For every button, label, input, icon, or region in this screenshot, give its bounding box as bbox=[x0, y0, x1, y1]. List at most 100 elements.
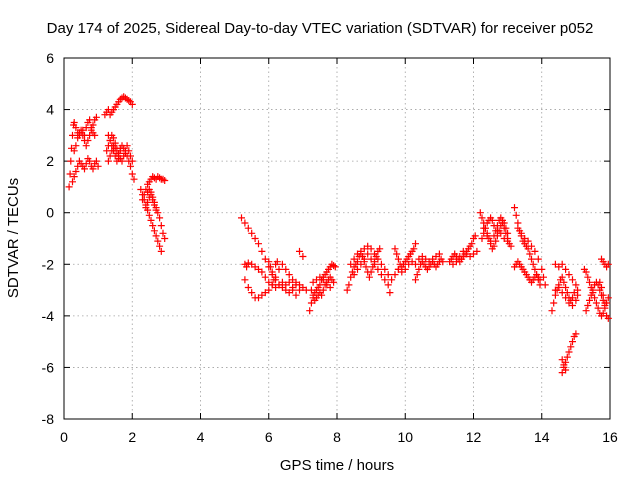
data-point bbox=[115, 152, 123, 160]
x-tick-label: 14 bbox=[534, 429, 550, 445]
data-point bbox=[362, 263, 370, 271]
data-point bbox=[270, 276, 278, 284]
data-point bbox=[562, 265, 570, 273]
data-point bbox=[128, 157, 136, 165]
data-point bbox=[156, 242, 164, 250]
y-tick-label: 2 bbox=[46, 153, 54, 169]
data-point bbox=[299, 253, 307, 260]
data-point bbox=[241, 276, 249, 284]
data-point bbox=[589, 286, 597, 294]
x-tick-label: 4 bbox=[197, 429, 205, 445]
data-point bbox=[145, 211, 153, 219]
x-tick-label: 6 bbox=[265, 429, 273, 445]
data-point bbox=[128, 170, 136, 178]
data-point bbox=[381, 276, 389, 284]
data-point bbox=[82, 142, 90, 150]
data-point bbox=[261, 273, 269, 281]
data-point bbox=[66, 170, 74, 178]
data-point bbox=[357, 260, 365, 268]
data-point bbox=[92, 157, 100, 165]
data-point bbox=[555, 284, 563, 291]
data-point bbox=[251, 235, 259, 242]
data-point bbox=[364, 250, 372, 258]
data-point bbox=[110, 147, 117, 155]
data-point bbox=[144, 198, 152, 206]
data-point bbox=[92, 113, 100, 121]
data-point bbox=[89, 165, 97, 173]
data-point bbox=[374, 265, 382, 273]
data-point bbox=[371, 260, 378, 268]
data-point bbox=[94, 162, 102, 170]
y-tick-labels: -8 -6 -4 -2 0 2 4 6 bbox=[42, 50, 55, 427]
data-point bbox=[267, 263, 274, 271]
data-point bbox=[560, 278, 568, 286]
data-point bbox=[74, 134, 82, 142]
data-point bbox=[69, 131, 76, 139]
data-point bbox=[108, 142, 116, 150]
data-point bbox=[562, 284, 570, 291]
data-point bbox=[594, 304, 602, 312]
data-point bbox=[152, 206, 160, 214]
data-point bbox=[480, 224, 488, 232]
data-point bbox=[487, 237, 495, 245]
y-tick-label: -6 bbox=[42, 359, 55, 375]
data-point bbox=[150, 227, 158, 235]
y-tick-label: 4 bbox=[46, 102, 54, 118]
data-point bbox=[244, 259, 252, 267]
x-tick-label: 12 bbox=[466, 429, 482, 445]
data-point bbox=[367, 268, 375, 276]
data-point bbox=[128, 100, 136, 108]
data-point bbox=[354, 265, 361, 273]
data-point bbox=[478, 235, 486, 242]
data-point bbox=[415, 265, 423, 273]
y-tick-label: 0 bbox=[46, 205, 54, 221]
data-point bbox=[574, 291, 582, 299]
data-point bbox=[528, 242, 535, 250]
data-point bbox=[558, 356, 566, 364]
data-point bbox=[471, 232, 479, 240]
data-point bbox=[89, 121, 97, 129]
data-point bbox=[161, 235, 169, 242]
data-point bbox=[292, 291, 300, 299]
data-point bbox=[371, 250, 378, 258]
data-point bbox=[572, 330, 580, 338]
data-point bbox=[439, 258, 447, 266]
data-point bbox=[558, 289, 566, 297]
data-point bbox=[393, 250, 401, 258]
data-point bbox=[565, 271, 573, 279]
data-point bbox=[87, 126, 95, 134]
data-point bbox=[147, 216, 155, 224]
data-point bbox=[258, 247, 266, 255]
data-point bbox=[512, 211, 520, 219]
data-point bbox=[127, 152, 134, 160]
y-tick-label: 6 bbox=[46, 50, 54, 66]
data-point bbox=[145, 186, 153, 193]
data-point bbox=[238, 214, 245, 222]
data-point bbox=[84, 137, 92, 144]
data-point bbox=[563, 353, 571, 361]
data-point bbox=[350, 271, 358, 279]
data-point bbox=[142, 204, 150, 212]
data-point bbox=[127, 162, 134, 170]
data-point bbox=[330, 262, 338, 270]
data-point bbox=[488, 216, 496, 224]
data-point bbox=[391, 245, 399, 253]
data-point bbox=[541, 281, 549, 289]
data-point bbox=[529, 260, 537, 268]
data-point bbox=[540, 273, 547, 281]
data-point bbox=[483, 232, 491, 240]
data-point bbox=[306, 307, 314, 315]
data-point bbox=[265, 286, 273, 294]
data-point bbox=[273, 258, 281, 266]
data-point bbox=[154, 237, 162, 245]
data-point bbox=[72, 142, 80, 150]
data-point bbox=[604, 314, 612, 322]
data-point bbox=[278, 260, 286, 268]
data-point bbox=[476, 209, 484, 217]
data-point bbox=[343, 286, 351, 294]
data-point bbox=[586, 296, 593, 304]
data-point bbox=[569, 338, 576, 346]
data-marks bbox=[65, 93, 612, 377]
data-point bbox=[282, 265, 290, 273]
